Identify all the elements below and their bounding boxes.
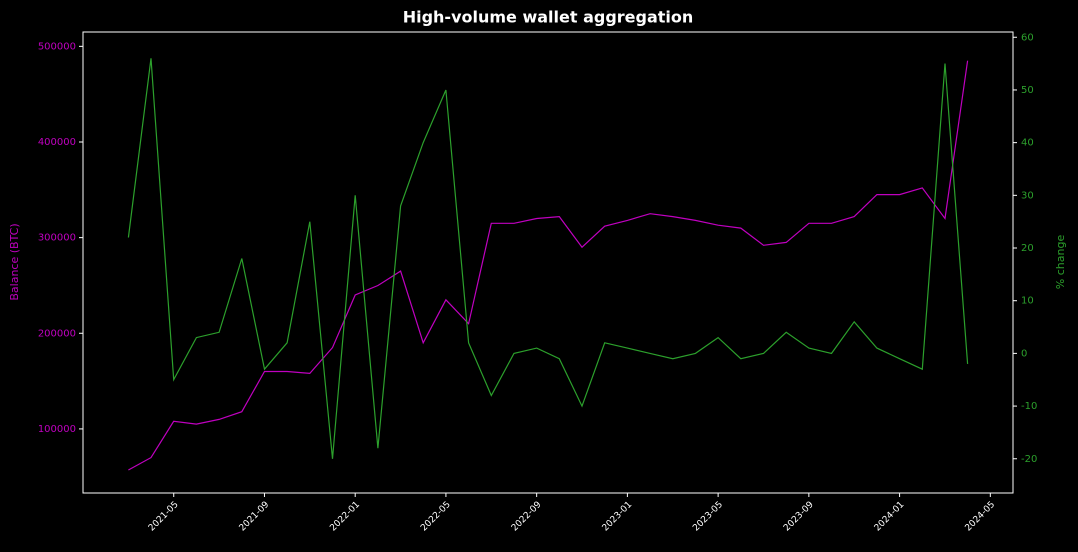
x-tick-label: 2023-09 (782, 500, 816, 534)
y2-tick-label: 50 (1021, 85, 1034, 96)
plot-frame (82, 31, 1014, 494)
x-tick-label: 2023-05 (691, 500, 725, 534)
y-tick-label: 200000 (38, 328, 76, 339)
y-tick-label: 100000 (38, 424, 76, 435)
y-axis-label: Balance (BTC) (8, 223, 21, 300)
y2-axis-label: % change (1054, 235, 1067, 290)
x-tick-label: 2022-09 (510, 500, 544, 534)
x-tick-label: 2023-01 (601, 500, 635, 534)
x-tick-label: 2024-01 (873, 500, 907, 534)
y-tick-label: 300000 (38, 233, 76, 244)
x-tick-label: 2021-09 (238, 500, 272, 534)
x-tick-label: 2021-05 (147, 500, 181, 534)
x-tick-label: 2022-05 (419, 500, 453, 534)
y2-tick-label: 40 (1021, 138, 1034, 149)
y2-tick-label: 0 (1021, 348, 1027, 359)
y2-tick-label: 10 (1021, 296, 1034, 307)
x-tick-label: 2022-01 (328, 500, 362, 534)
y2-tick-label: -20 (1021, 454, 1037, 465)
y-tick-label: 400000 (38, 137, 76, 148)
y-tick-label: 500000 (38, 41, 76, 52)
y2-tick-label: 60 (1021, 32, 1034, 43)
y2-tick-label: 30 (1021, 190, 1034, 201)
y2-tick-label: 20 (1021, 243, 1034, 254)
series-line (128, 60, 969, 471)
x-tick-label: 2024-05 (964, 500, 998, 534)
series-line (127, 58, 969, 459)
chart-title: High-volume wallet aggregation (403, 8, 694, 27)
y2-tick-label: -10 (1021, 401, 1037, 412)
